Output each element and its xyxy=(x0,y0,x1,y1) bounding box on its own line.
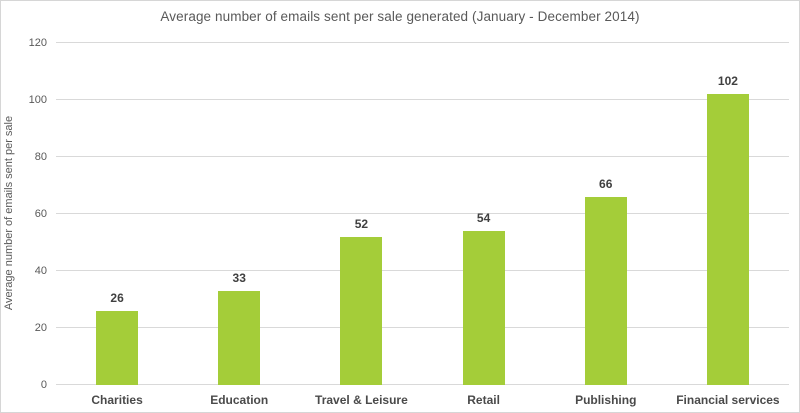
x-category-label: Travel & Leisure xyxy=(315,393,408,407)
bar-value-label: 52 xyxy=(354,216,369,231)
bar-retail xyxy=(462,231,505,385)
bar-value-label: 66 xyxy=(599,176,613,191)
plot-area: 26 33 52 54 66 102 xyxy=(56,42,789,385)
bar-value-label: 33 xyxy=(232,270,246,285)
bar-slot: 33 xyxy=(178,43,300,385)
gridline xyxy=(56,156,789,157)
x-category-label: Charities xyxy=(91,393,143,407)
y-tick-label: 80 xyxy=(34,151,47,163)
bar-education xyxy=(218,290,261,385)
x-axis-line xyxy=(56,384,789,385)
bar-slot: 52 xyxy=(300,43,422,385)
gridline xyxy=(56,270,789,271)
bar-travel-leisure xyxy=(340,236,383,385)
bar-financial-services xyxy=(706,94,749,385)
y-tick-label: 100 xyxy=(28,94,47,106)
gridline xyxy=(56,213,789,214)
bar-value-label: 26 xyxy=(110,290,124,305)
bar-slot: 102 xyxy=(667,43,789,385)
gridline xyxy=(56,99,789,100)
gridline xyxy=(56,327,789,328)
y-tick-label: 120 xyxy=(28,37,47,49)
y-tick-label: 40 xyxy=(34,265,47,277)
x-category-label: Publishing xyxy=(575,393,637,407)
bar-value-label: 102 xyxy=(717,74,738,89)
x-category-label: Education xyxy=(210,393,269,407)
bar-value-label: 54 xyxy=(476,211,491,226)
bar-charities xyxy=(96,310,139,385)
chart-title: Average number of emails sent per sale g… xyxy=(160,9,640,24)
bar-slot: 26 xyxy=(56,43,178,385)
y-tick-label: 0 xyxy=(40,379,47,391)
bar-publishing xyxy=(584,196,627,385)
bar-slot: 66 xyxy=(545,43,667,385)
gridline xyxy=(56,42,789,43)
y-tick-label: 60 xyxy=(34,208,47,220)
x-category-label: Financial services xyxy=(676,393,780,407)
bar-slot: 54 xyxy=(423,43,545,385)
x-category-label: Retail xyxy=(467,393,500,407)
y-tick-label: 20 xyxy=(34,322,47,334)
